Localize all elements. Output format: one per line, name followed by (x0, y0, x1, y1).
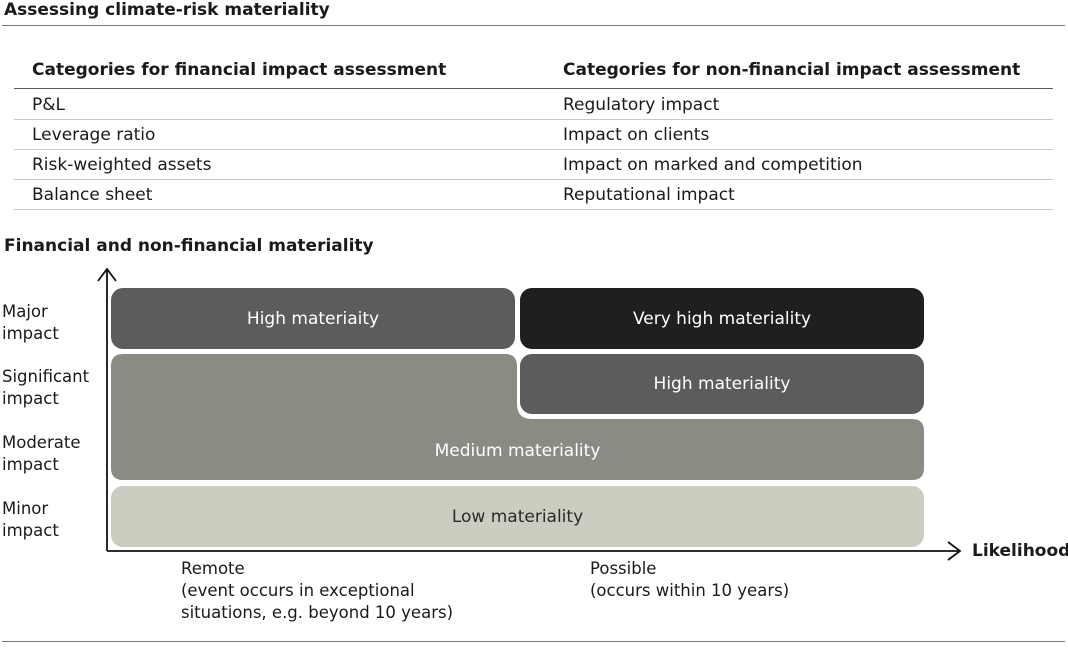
table-row-rule (14, 119, 1053, 120)
high-materiality-top-shape (111, 288, 515, 349)
table-row-rule (14, 149, 1053, 150)
table-cell-financial: Risk-weighted assets (32, 155, 212, 175)
table-cell-non-financial: Impact on clients (563, 125, 710, 145)
table-row-rule (14, 179, 1053, 180)
table-cell-non-financial: Reputational impact (563, 185, 735, 205)
y-label-moderate: Moderate impact (2, 433, 81, 474)
cell-high-materiality-top: High materiaity (246, 308, 380, 329)
medium-materiality-shape (111, 354, 924, 480)
y-axis-arrow-icon (97, 267, 117, 282)
table-cell-non-financial: Regulatory impact (563, 95, 720, 115)
table-row-rule (14, 209, 1053, 210)
y-label-minor: Minor impact (2, 499, 59, 540)
high-materiality-right-shape (520, 354, 924, 414)
table-cell-financial: Leverage ratio (32, 125, 156, 145)
table-header-non-financial: Categories for non-financial impact asse… (563, 60, 1021, 80)
top-rule (2, 25, 1065, 26)
page-title: Assessing climate-risk materiality (4, 0, 330, 20)
x-label-remote: Remote (event occurs in exceptional situ… (181, 559, 454, 622)
matrix-title: Financial and non-financial materiality (4, 236, 374, 256)
cell-very-high-materiality: Very high materiality (632, 308, 812, 329)
table-cell-financial: P&L (32, 95, 65, 115)
table-cell-non-financial: Impact on marked and competition (563, 155, 863, 175)
cell-low-materiality: Low materiality (451, 506, 584, 527)
table-cell-financial: Balance sheet (32, 185, 153, 205)
cell-high-materiality-right: High materiality (653, 374, 791, 394)
table-header-rule (14, 88, 1053, 89)
bottom-rule (2, 641, 1065, 642)
y-label-major: Major impact (2, 302, 59, 343)
x-label-possible: Possible (occurs within 10 years) (590, 559, 790, 600)
low-materiality-shape (111, 486, 924, 547)
very-high-materiality-shape (520, 288, 924, 349)
x-axis-arrow-icon (947, 541, 962, 561)
y-label-significant: Significant impact (2, 367, 90, 408)
table-header-financial: Categories for financial impact assessme… (32, 60, 447, 80)
x-axis-title: Likelihood (972, 541, 1068, 561)
cell-medium-materiality: Medium materiality (434, 440, 601, 461)
